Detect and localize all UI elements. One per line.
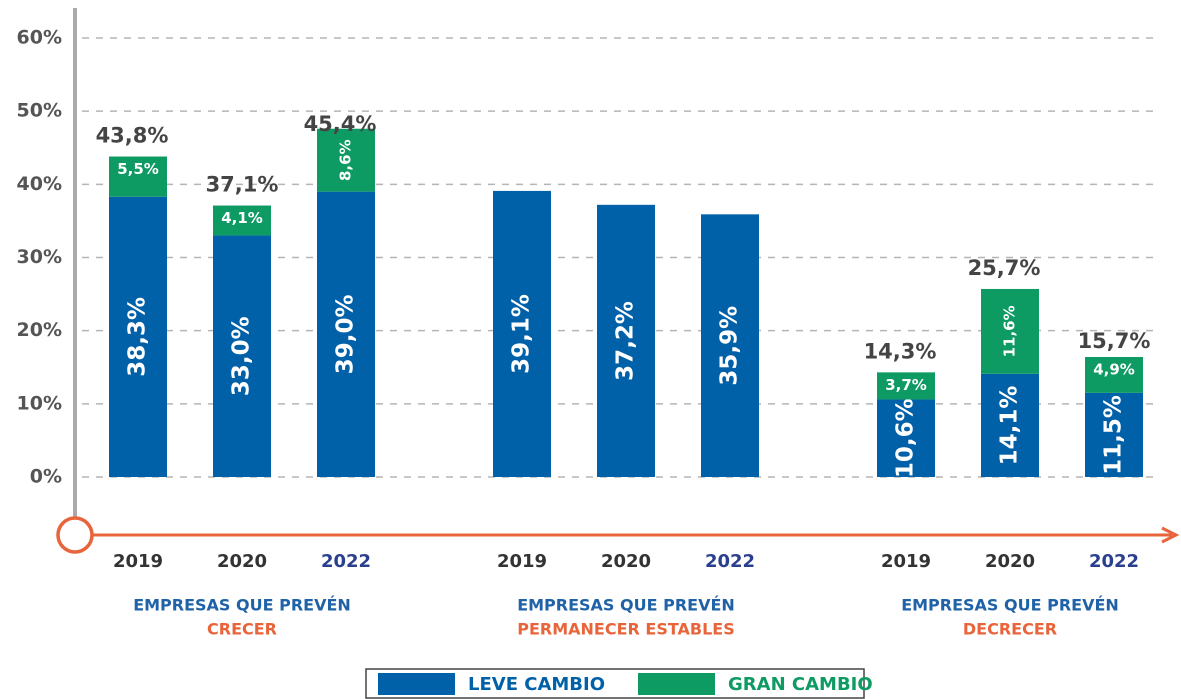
value-label: 39,1% (509, 294, 535, 374)
bar-segment (109, 156, 167, 197)
total-label: 25,7% (968, 256, 1041, 280)
value-label: 4,1% (221, 209, 263, 227)
legend-swatch (638, 673, 715, 695)
bar-segment (1085, 357, 1143, 393)
x-tick-label: 2020 (601, 551, 651, 572)
group-subtitle: DECRECER (963, 620, 1057, 639)
bar-segment (701, 214, 759, 477)
y-tick-label: 20% (17, 319, 62, 341)
y-tick-label: 0% (30, 466, 62, 488)
x-tick-label: 2022 (321, 551, 371, 572)
x-tick-label: 2020 (985, 551, 1035, 572)
y-tick-label: 40% (17, 173, 62, 195)
bar-segment (877, 372, 935, 400)
value-label: 11,5% (1101, 395, 1127, 475)
x-tick-label: 2022 (1089, 551, 1139, 572)
y-tick-label: 50% (17, 100, 62, 122)
value-label: 33,0% (229, 316, 255, 396)
x-tick-label: 2019 (113, 551, 163, 572)
y-tick-label: 10% (17, 392, 62, 414)
bar-segment (981, 288, 1039, 374)
total-label: 37,1% (206, 173, 279, 197)
axis-origin (56, 516, 94, 554)
bar-segment (109, 196, 167, 477)
bar-segment (981, 373, 1039, 477)
value-label: 14,1% (997, 386, 1023, 466)
bar-segment (597, 204, 655, 477)
x-axis-arrow (1161, 526, 1180, 544)
total-label: 15,7% (1078, 329, 1151, 353)
value-label: 3,7% (885, 376, 927, 394)
bar-segment (493, 190, 551, 477)
value-label: 10,6% (893, 398, 919, 478)
group-subtitle: PERMANECER ESTABLES (517, 620, 735, 639)
bar-segment (1085, 392, 1143, 477)
x-tick-label: 2019 (881, 551, 931, 572)
value-label: 39,0% (333, 294, 359, 374)
total-label: 43,8% (96, 124, 169, 148)
bar-segment (877, 399, 935, 477)
bar-segment (213, 205, 271, 236)
group-title: EMPRESAS QUE PREVÉN (901, 596, 1119, 615)
value-label: 5,5% (117, 160, 159, 178)
x-tick-label: 2019 (497, 551, 547, 572)
legend-label: GRAN CAMBIO (728, 674, 873, 695)
group-title: EMPRESAS QUE PREVÉN (517, 596, 735, 615)
value-label: 4,9% (1093, 361, 1135, 379)
group-subtitle: CRECER (207, 620, 277, 639)
legend-label: LEVE CAMBIO (468, 674, 605, 695)
bar-segment (317, 191, 375, 477)
legend-swatch (378, 673, 455, 695)
bar-segment (213, 235, 271, 477)
group-title: EMPRESAS QUE PREVÉN (133, 596, 351, 615)
bar-segment (317, 128, 375, 192)
value-label: 35,9% (717, 306, 743, 386)
x-tick-label: 2022 (705, 551, 755, 572)
value-label: 38,3% (125, 297, 151, 377)
value-label: 37,2% (613, 301, 639, 381)
total-label: 45,4% (304, 112, 377, 136)
value-label: 11,6% (1001, 305, 1019, 357)
total-label: 14,3% (864, 339, 937, 363)
x-tick-label: 2020 (217, 551, 267, 572)
value-label: 8,6% (337, 139, 355, 181)
y-tick-label: 30% (17, 246, 62, 268)
y-tick-label: 60% (17, 27, 62, 49)
